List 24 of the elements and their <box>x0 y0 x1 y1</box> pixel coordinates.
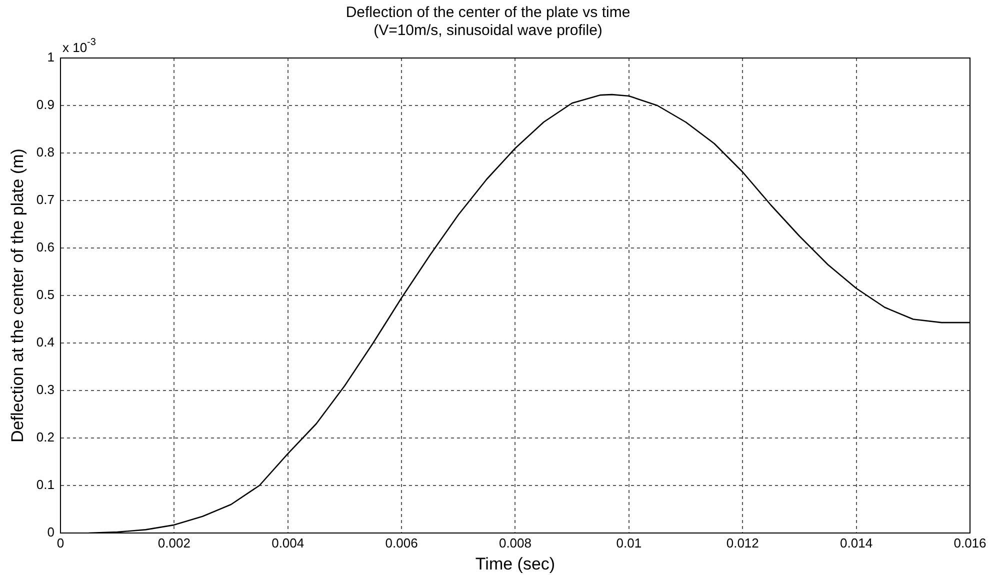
y-tick-label: 0.1 <box>36 477 54 492</box>
y-tick-label: 1 <box>47 50 54 65</box>
chart-title: Deflection of the center of the plate vs time <box>346 4 630 22</box>
y-tick-label: 0.6 <box>36 240 54 255</box>
x-tick-label: 0 <box>56 535 64 550</box>
x-tick-label: 0.014 <box>840 535 873 550</box>
x-tick-label: 0.006 <box>385 535 418 550</box>
x-axis-title: Time (sec) <box>475 554 556 574</box>
x-tick-label: 0.008 <box>498 535 532 550</box>
y-tick-label: 0.9 <box>36 97 54 112</box>
x-tick-label: 0.002 <box>158 535 190 550</box>
y-tick-label: 0.7 <box>36 192 54 208</box>
y-tick-label: 0 <box>47 524 54 540</box>
y-tick-label: 0.2 <box>36 430 54 445</box>
x-tick-label: 0.01 <box>616 535 642 550</box>
y-tick-label: 0.3 <box>36 382 54 398</box>
x-tick-label: 0.012 <box>726 535 759 550</box>
x-tick-label: 0.004 <box>272 535 304 550</box>
y-tick-label: 0.8 <box>36 144 54 160</box>
y-tick-label: 0.5 <box>36 287 54 302</box>
y-tick-label: 0.4 <box>36 334 54 350</box>
y-axis-title: Deflection at the center of the plate (m) <box>8 148 27 442</box>
chart-subtitle: (V=10m/s, sinusoidal wave profile) <box>374 22 602 40</box>
x-tick-label: 0.016 <box>954 535 986 550</box>
